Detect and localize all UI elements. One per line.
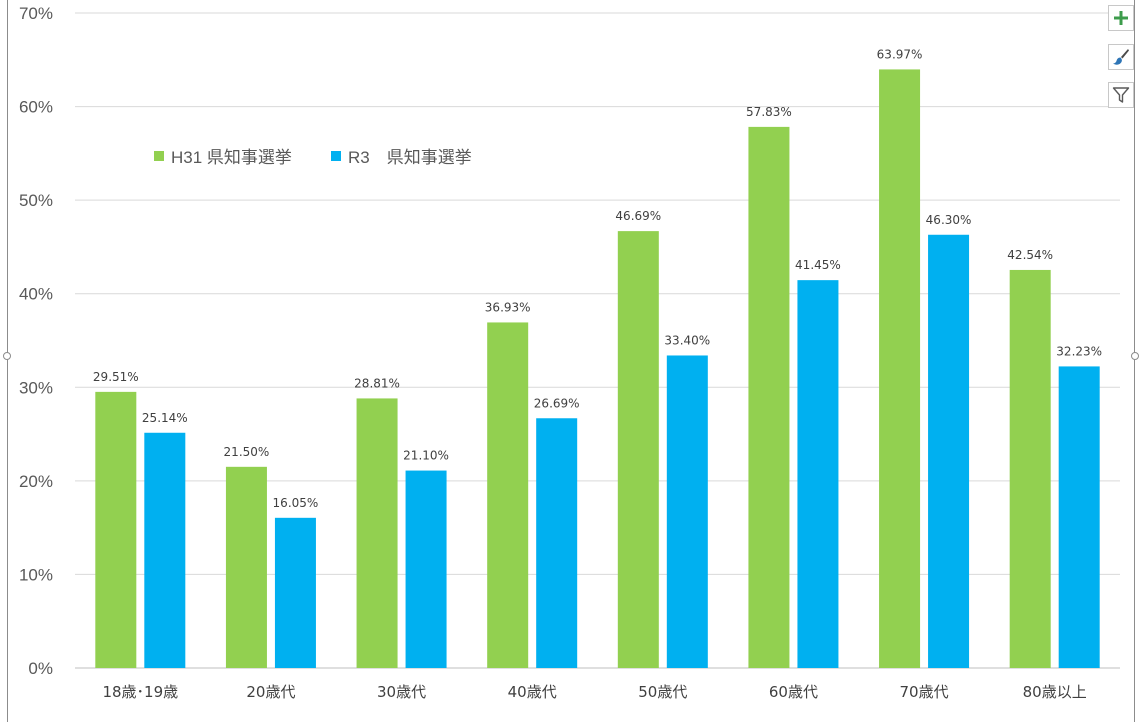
bar	[536, 418, 578, 668]
data-label: 36.93%	[485, 300, 531, 314]
y-tick-label: 10%	[19, 565, 53, 584]
y-tick-label: 70%	[19, 4, 53, 23]
chart-elements-button[interactable]	[1108, 5, 1134, 31]
data-label: 21.10%	[403, 449, 449, 463]
y-tick-label: 30%	[19, 378, 53, 397]
bar	[274, 517, 316, 668]
legend-item-h31[interactable]: H31 県知事選挙	[154, 143, 292, 168]
resize-handle-left[interactable]	[3, 352, 11, 360]
legend-swatch-r3	[331, 150, 341, 161]
brush-icon	[1113, 49, 1129, 65]
bar	[617, 231, 659, 669]
data-label: 29.51%	[93, 370, 139, 384]
bar	[144, 432, 186, 668]
x-tick-label: 30歳代	[377, 683, 426, 701]
bar	[1058, 366, 1100, 668]
chart-styles-button[interactable]	[1108, 44, 1134, 70]
data-label: 42.54%	[1007, 248, 1053, 262]
y-tick-label: 40%	[19, 285, 53, 304]
x-tick-label: 70歳代	[900, 683, 949, 701]
data-label: 33.40%	[664, 333, 710, 347]
bar	[487, 322, 529, 668]
bar	[1009, 269, 1051, 668]
data-label: 41.45%	[795, 258, 841, 272]
y-tick-label: 60%	[19, 98, 53, 117]
x-tick-label: 80歳以上	[1023, 683, 1087, 701]
data-label: 26.69%	[534, 396, 580, 410]
data-label: 46.69%	[615, 209, 661, 223]
x-tick-label: 40歳代	[508, 683, 557, 701]
data-label: 57.83%	[746, 105, 792, 119]
bar	[356, 398, 398, 668]
x-tick-label: 50歳代	[638, 683, 687, 701]
data-label: 28.81%	[354, 376, 400, 390]
plus-icon	[1114, 11, 1128, 25]
y-tick-label: 50%	[19, 191, 53, 210]
data-label: 63.97%	[877, 47, 923, 61]
bar	[748, 126, 790, 669]
data-label: 16.05%	[273, 496, 319, 510]
bar	[405, 470, 447, 668]
data-label: 21.50%	[224, 445, 270, 459]
bar	[225, 466, 267, 668]
filter-icon	[1112, 87, 1130, 103]
legend-swatch-h31	[154, 150, 164, 161]
bar	[797, 280, 839, 668]
bar	[879, 69, 921, 668]
y-tick-label: 20%	[19, 472, 53, 491]
chart-filters-button[interactable]	[1108, 82, 1134, 108]
legend-item-r3[interactable]: R3 県知事選挙	[331, 143, 472, 168]
x-tick-label: 60歳代	[769, 683, 818, 701]
x-tick-label: 18歳･19歳	[102, 683, 178, 701]
bar	[928, 234, 970, 668]
resize-handle-right[interactable]	[1131, 352, 1139, 360]
x-tick-label: 20歳代	[246, 683, 295, 701]
data-label: 32.23%	[1056, 344, 1102, 358]
data-label: 46.30%	[926, 213, 972, 227]
chart-frame[interactable]	[7, 0, 1135, 722]
legend-label-r3: R3 県知事選挙	[348, 148, 472, 167]
legend-label-h31: H31 県知事選挙	[171, 148, 292, 167]
y-tick-label: 0%	[28, 659, 53, 678]
bar	[95, 391, 137, 668]
bar	[666, 355, 708, 668]
data-label: 25.14%	[142, 411, 188, 425]
